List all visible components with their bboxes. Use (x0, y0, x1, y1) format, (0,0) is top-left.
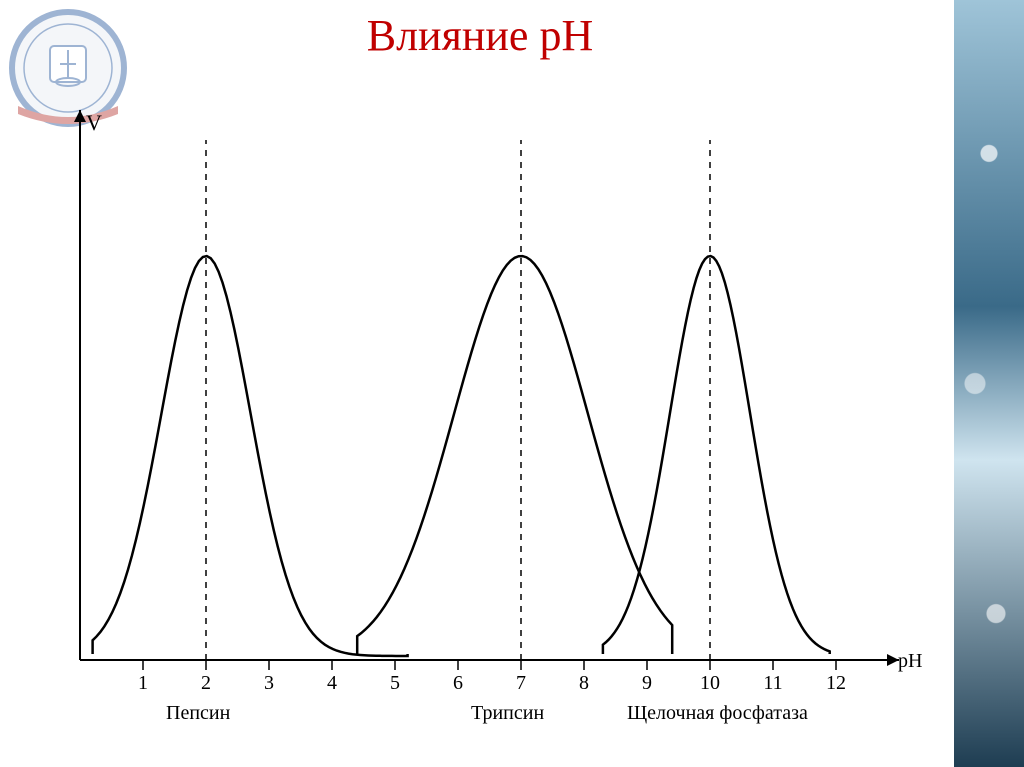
x-tick-label: 1 (128, 672, 158, 695)
side-decorative-image (954, 0, 1024, 767)
x-axis-label: pH (898, 650, 922, 673)
x-tick-label: 10 (695, 672, 725, 695)
slide-title: Влияние рН (0, 10, 960, 61)
ph-chart: V pH 123456789101112 ПепсинТрипсинЩелочн… (60, 80, 940, 700)
y-axis-label: V (86, 110, 102, 136)
x-tick-label: 7 (506, 672, 536, 695)
enzyme-label: Трипсин (471, 702, 591, 725)
x-tick-label: 8 (569, 672, 599, 695)
x-tick-label: 6 (443, 672, 473, 695)
x-tick-label: 5 (380, 672, 410, 695)
x-tick-label: 4 (317, 672, 347, 695)
x-tick-label: 2 (191, 672, 221, 695)
x-tick-label: 12 (821, 672, 851, 695)
x-tick-label: 11 (758, 672, 788, 695)
title-text: Влияние рН (367, 11, 594, 60)
x-tick-label: 9 (632, 672, 662, 695)
enzyme-label: Пепсин (166, 702, 286, 725)
enzyme-label: Щелочная фосфатаза (627, 702, 867, 725)
x-tick-label: 3 (254, 672, 284, 695)
